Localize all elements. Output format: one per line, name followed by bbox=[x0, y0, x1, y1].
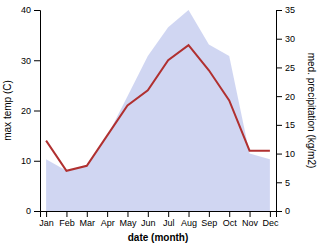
y2-axis-tick: 30 bbox=[276, 34, 295, 44]
tick-mark bbox=[250, 211, 251, 217]
tick-label: 0 bbox=[26, 206, 31, 216]
tick-label: 15 bbox=[285, 120, 295, 130]
tick-label: 40 bbox=[21, 5, 31, 15]
y-axis: 0 10 20 30 40 bbox=[21, 5, 41, 216]
y-axis-tick: 30 bbox=[21, 56, 40, 66]
y2-axis-tick: 10 bbox=[276, 149, 295, 159]
tick-label: 20 bbox=[21, 106, 31, 116]
plot: Jan Feb Mar Apr May Jun Jul Aug Sep Oct NovDec 0 10 2… bbox=[21, 5, 295, 228]
tick-mark bbox=[276, 154, 282, 155]
tick-mark bbox=[107, 211, 108, 217]
tick-mark bbox=[276, 10, 282, 11]
tick-label: 10 bbox=[285, 149, 295, 159]
x-axis: Jan Feb Mar Apr May Jun Jul Aug Sep Oct NovDec bbox=[39, 211, 279, 228]
x-axis-tick: Aug bbox=[181, 211, 197, 228]
tick-label: Jun bbox=[141, 218, 156, 228]
tick-mark bbox=[34, 211, 40, 212]
x-axis-tick: Apr bbox=[101, 211, 115, 228]
y2-axis-tick: 25 bbox=[276, 63, 295, 73]
x-axis-tick: Jan bbox=[39, 211, 54, 228]
marks bbox=[46, 10, 270, 211]
tick-label: Nov bbox=[242, 218, 259, 228]
tick-mark bbox=[229, 211, 230, 217]
tick-mark bbox=[34, 111, 40, 112]
tick-label: Jul bbox=[163, 218, 175, 228]
y2-axis-title: med. precipitation (kg/m2) bbox=[306, 53, 317, 169]
x-axis-line bbox=[41, 212, 277, 218]
x-axis-tick: Mar bbox=[80, 211, 96, 228]
tick-label: 0 bbox=[285, 206, 290, 216]
tick-label: Sep bbox=[201, 218, 217, 228]
y2-axis-tick: 5 bbox=[276, 178, 290, 188]
y-axis-tick: 10 bbox=[21, 156, 40, 166]
line bbox=[46, 45, 270, 171]
tick-mark bbox=[148, 211, 149, 217]
x-axis-tick: Oct bbox=[223, 211, 238, 228]
area bbox=[46, 10, 270, 211]
tick-label: 30 bbox=[21, 56, 31, 66]
tick-label: May bbox=[119, 218, 137, 228]
tick-mark bbox=[276, 67, 282, 68]
tick-label: Oct bbox=[223, 218, 238, 228]
tick-mark bbox=[34, 10, 40, 11]
tick-mark bbox=[66, 211, 67, 217]
tick-label: Aug bbox=[181, 218, 197, 228]
x-axis-tick: Jul bbox=[163, 211, 175, 228]
tick-label: Feb bbox=[59, 218, 75, 228]
tick-mark bbox=[276, 125, 282, 126]
x-axis-tick: Dec bbox=[262, 211, 279, 228]
x-axis-tick: May bbox=[119, 211, 137, 228]
tick-label: Mar bbox=[80, 218, 96, 228]
tick-mark bbox=[127, 211, 128, 217]
x-axis-tick: Sep bbox=[201, 211, 217, 228]
y-axis-line bbox=[34, 11, 41, 212]
y2-axis-tick: 20 bbox=[276, 92, 295, 102]
tick-label: Jan bbox=[39, 218, 54, 228]
tick-label: 5 bbox=[285, 178, 290, 188]
tick-label: 25 bbox=[285, 63, 295, 73]
y-axis-tick: 0 bbox=[26, 206, 40, 216]
tick-mark bbox=[34, 161, 40, 162]
tick-mark bbox=[276, 182, 282, 183]
tick-mark bbox=[276, 211, 282, 212]
tick-mark bbox=[209, 211, 210, 217]
tick-mark bbox=[34, 60, 40, 61]
y2-axis-line bbox=[277, 11, 283, 212]
x-axis-title: date (month) bbox=[128, 232, 189, 243]
tick-label: 30 bbox=[285, 34, 295, 44]
y-axis-title: max temp (C) bbox=[2, 80, 13, 141]
tick-label: 20 bbox=[285, 92, 295, 102]
tick-mark bbox=[87, 211, 88, 217]
chart: Jan Feb Mar Apr May Jun Jul Aug Sep Oct NovDec 0 10 2… bbox=[0, 0, 318, 247]
tick-mark bbox=[189, 211, 190, 217]
tick-mark bbox=[270, 211, 271, 217]
y2-axis: 0 5 10 15 20 25 30 35 bbox=[276, 5, 295, 216]
tick-label: 35 bbox=[285, 5, 295, 15]
tick-label: 10 bbox=[21, 156, 31, 166]
y2-axis-tick: 0 bbox=[276, 206, 290, 216]
tick-mark bbox=[276, 39, 282, 40]
x-axis-tick: Jun bbox=[141, 211, 156, 228]
y-axis-tick: 40 bbox=[21, 5, 40, 15]
y-axis-tick: 20 bbox=[21, 106, 40, 116]
y2-axis-tick: 15 bbox=[276, 120, 295, 130]
tick-mark bbox=[276, 96, 282, 97]
tick-mark bbox=[168, 211, 169, 217]
tick-label: Apr bbox=[101, 218, 115, 228]
x-axis-tick: Feb bbox=[59, 211, 75, 228]
tick-label: Dec bbox=[262, 218, 279, 228]
x-axis-tick: Nov bbox=[242, 211, 259, 228]
y2-axis-tick: 35 bbox=[276, 5, 295, 15]
tick-mark bbox=[46, 211, 47, 217]
